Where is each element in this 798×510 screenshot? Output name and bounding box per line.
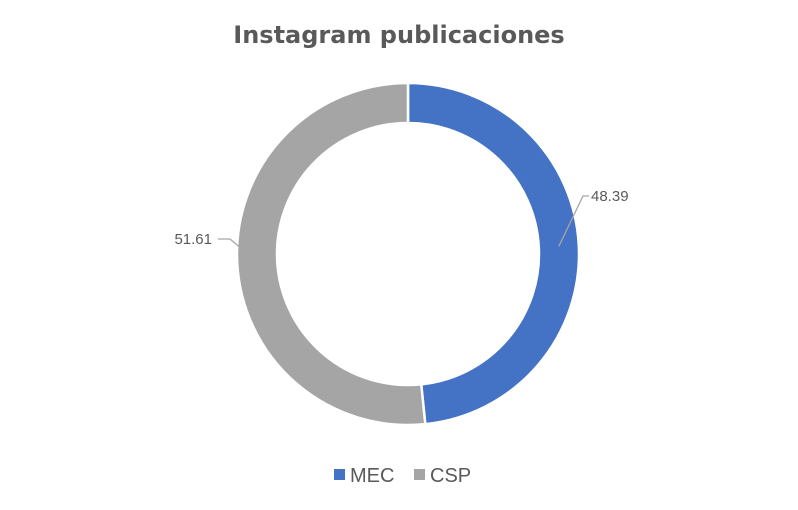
data-label-mec: 48.39 [591,188,629,205]
data-label-csp: 51.61 [174,231,212,248]
chart-title: Instagram publicaciones [233,21,564,49]
legend-swatch-csp [414,469,425,480]
leader-line-csp [218,238,258,263]
legend-label-mec: MEC [350,465,394,487]
data-labels: 48.39 51.61 [174,188,629,263]
donut-slices [235,81,581,427]
legend: MEC CSP [334,465,471,487]
leader-line-mec [558,195,589,247]
slice-mec [406,81,581,426]
legend-label-csp: CSP [430,465,471,487]
legend-swatch-mec [334,469,345,480]
slice-csp [235,81,427,427]
